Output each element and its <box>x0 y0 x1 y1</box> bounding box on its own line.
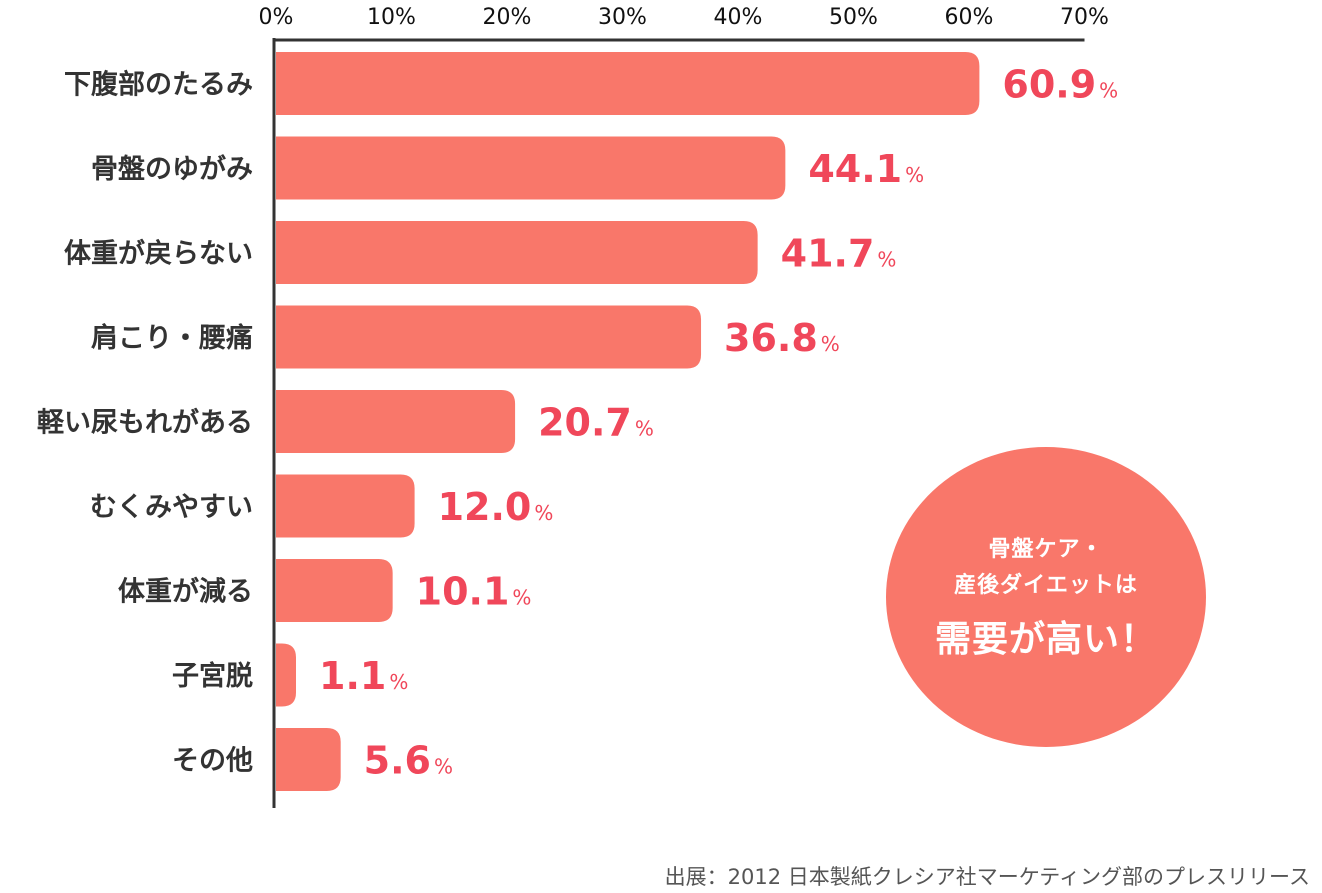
value-label: 60.9% <box>1002 63 1118 107</box>
x-tick-label: 20% <box>483 5 532 30</box>
value-label: 44.1% <box>808 147 924 191</box>
category-label: むくみやすい <box>90 492 253 523</box>
source-note: 出展：2012 日本製紙クレシア社マーケティング部のプレスリリース <box>664 865 1310 889</box>
bar <box>276 136 786 200</box>
x-tick-label: 0% <box>259 5 294 30</box>
x-tick-label: 60% <box>945 5 994 30</box>
bar <box>276 305 702 369</box>
category-label: 体重が戻らない <box>64 238 253 270</box>
value-label: 41.7% <box>781 232 897 276</box>
x-tick-label: 40% <box>714 5 763 30</box>
value-label: 36.8% <box>724 316 840 360</box>
callout-line-1: 骨盤ケア・ <box>988 537 1104 562</box>
category-label: 子宮脱 <box>172 660 253 692</box>
category-label: 体重が減る <box>118 576 253 608</box>
bar <box>276 474 415 538</box>
value-label: 5.6% <box>364 739 453 783</box>
bars: 下腹部のたるみ 60.9 % 骨盤のゆがみ 44.1 % 体重が戻らない 41.7 % 肩こり・腰… <box>37 52 1118 791</box>
bar <box>276 221 758 284</box>
callout-line-2: 産後ダイエットは <box>954 573 1138 598</box>
bar <box>276 728 341 791</box>
bar <box>276 643 296 707</box>
x-axis-ticks: 0% 10% 20% 30% 40% 50% 60% 70% <box>259 5 1109 30</box>
bar <box>276 52 980 115</box>
x-tick-label: 50% <box>829 5 878 30</box>
category-label: 下腹部のたるみ <box>64 69 253 101</box>
value-label: 20.7% <box>538 401 654 445</box>
callout-headline: 需要が高い！ <box>934 619 1157 660</box>
x-tick-label: 70% <box>1060 5 1109 30</box>
category-label: 肩こり・腰痛 <box>91 322 253 354</box>
value-label: 10.1% <box>416 570 532 614</box>
category-label: その他 <box>172 746 253 777</box>
x-tick-label: 30% <box>598 5 647 30</box>
value-label: 1.1% <box>319 654 408 698</box>
category-label: 軽い尿もれがある <box>37 407 253 439</box>
bar <box>276 559 393 622</box>
value-label: 12.0% <box>438 485 554 529</box>
callout-circle: 骨盤ケア・ 産後ダイエットは 需要が高い！ <box>886 447 1206 747</box>
bar <box>276 390 516 453</box>
category-label: 骨盤のゆがみ <box>91 153 253 185</box>
x-tick-label: 10% <box>367 5 416 30</box>
